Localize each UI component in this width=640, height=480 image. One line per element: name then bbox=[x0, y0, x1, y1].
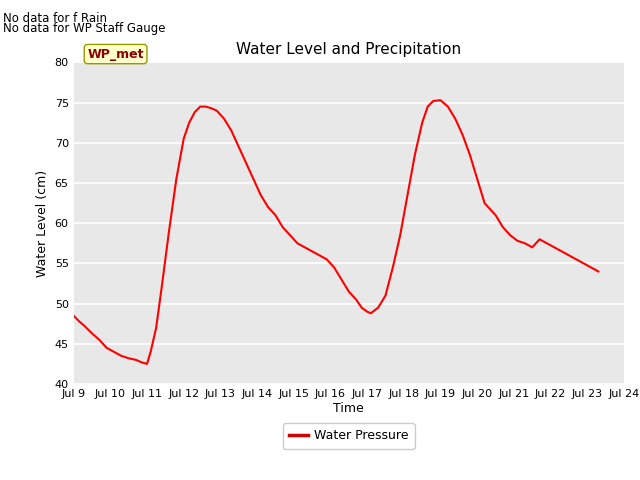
Y-axis label: Water Level (cm): Water Level (cm) bbox=[36, 169, 49, 277]
X-axis label: Time: Time bbox=[333, 402, 364, 415]
Text: No data for f Rain: No data for f Rain bbox=[3, 12, 108, 25]
Legend: Water Pressure: Water Pressure bbox=[283, 423, 415, 448]
Title: Water Level and Precipitation: Water Level and Precipitation bbox=[236, 42, 461, 57]
Text: No data for WP Staff Gauge: No data for WP Staff Gauge bbox=[3, 22, 166, 35]
Text: WP_met: WP_met bbox=[88, 48, 144, 60]
